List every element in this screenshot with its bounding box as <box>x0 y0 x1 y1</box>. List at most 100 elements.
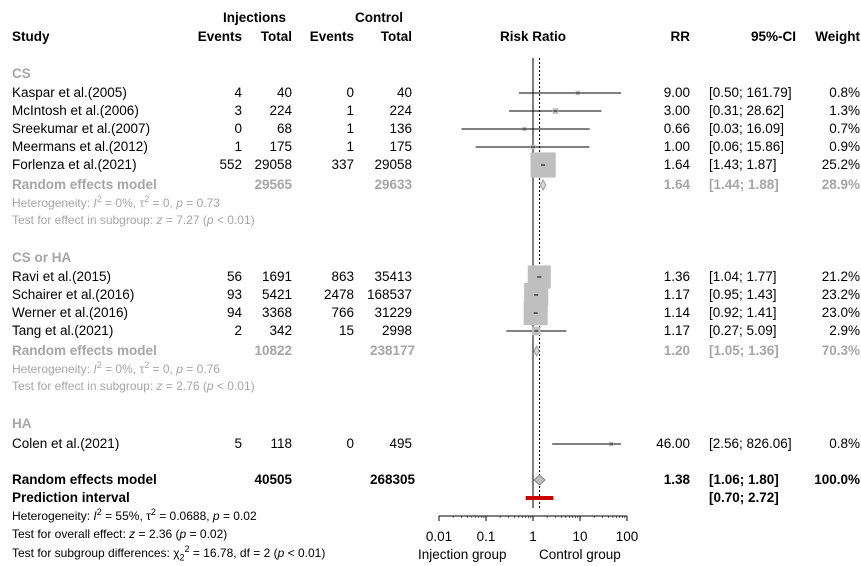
study-weight: 0.7% <box>829 121 860 136</box>
x-tick-label: 100 <box>615 529 639 544</box>
events-control: 1 <box>346 139 354 154</box>
study-ci: [0.06; 15.86] <box>709 139 785 154</box>
subgroup-re-weight: 28.9% <box>821 177 860 192</box>
x-tick-label: 10 <box>572 529 588 544</box>
study-rr: 46.00 <box>656 436 690 451</box>
events-control: 0 <box>346 85 354 100</box>
total-control: 168537 <box>366 287 412 302</box>
study-weight: 2.9% <box>829 323 860 338</box>
subgroup-diamond <box>539 179 547 191</box>
events-control: 1 <box>346 103 354 118</box>
study-ci: [0.92; 1.41] <box>709 305 777 320</box>
header-total-injections: Total <box>260 29 292 44</box>
header-events-control: Events <box>309 29 354 44</box>
total-injections: 5421 <box>261 287 292 302</box>
prediction-interval-label: Prediction interval <box>12 490 130 505</box>
events-control: 0 <box>346 436 354 451</box>
subgroup-differences-test: Test for subgroup differences: χ22 = 16.… <box>12 544 326 563</box>
subgroup-label: CS <box>12 66 31 81</box>
study-weight: 23.2% <box>821 287 860 302</box>
overall-re-label: Random effects model <box>12 472 157 487</box>
header-injections: Injections <box>223 10 287 25</box>
subgroup-heterogeneity: Heterogeneity: I2 = 0%, τ2 = 0, p = 0.73 <box>12 194 220 211</box>
events-injections: 56 <box>226 269 242 284</box>
study-rr: 3.00 <box>663 103 690 118</box>
overall-heterogeneity: Heterogeneity: I2 = 55%, τ2 = 0.0688, p … <box>12 507 257 524</box>
total-injections: 224 <box>269 103 292 118</box>
events-control: 766 <box>331 305 354 320</box>
study-rr: 0.66 <box>663 121 690 136</box>
study-ci: [1.04; 1.77] <box>709 269 777 284</box>
subgroup-re-ci: [1.05; 1.36] <box>709 343 779 358</box>
total-control: 495 <box>389 436 412 451</box>
total-control: 224 <box>389 103 412 118</box>
total-injections: 29058 <box>254 157 292 172</box>
subgroup-test: Test for effect in subgroup: z = 7.27 (p… <box>12 213 255 227</box>
study-rr: 1.00 <box>663 139 690 154</box>
subgroup-label: CS or HA <box>12 250 72 265</box>
study-name: Schairer et al.(2016) <box>12 287 135 302</box>
study-name: Meermans et al.(2012) <box>12 139 148 154</box>
total-control: 29058 <box>374 157 412 172</box>
header-total-control: Total <box>380 29 412 44</box>
study-ci: [0.50; 161.79] <box>709 85 792 100</box>
study-rr: 9.00 <box>663 85 690 100</box>
study-rr: 1.17 <box>663 287 690 302</box>
total-control: 40 <box>396 85 412 100</box>
overall-diamond <box>533 474 546 486</box>
study-weight: 0.9% <box>829 139 860 154</box>
total-injections: 1691 <box>261 269 292 284</box>
overall-weight: 100.0% <box>814 472 860 487</box>
header-events-injections: Events <box>197 29 242 44</box>
total-injections: 175 <box>269 139 292 154</box>
events-control: 15 <box>338 323 354 338</box>
header-rr: RR <box>670 29 691 44</box>
study-rr: 1.36 <box>663 269 690 284</box>
events-injections: 4 <box>234 85 242 100</box>
study-weight: 25.2% <box>821 157 860 172</box>
study-ci: [0.27; 5.09] <box>709 323 777 338</box>
header-risk-ratio: Risk Ratio <box>499 29 567 44</box>
events-control: 337 <box>331 157 354 172</box>
subgroup-re-total-control: 238177 <box>370 343 416 358</box>
subgroup-test: Test for effect in subgroup: z = 2.76 (p… <box>12 379 255 393</box>
study-ci: [0.31; 28.62] <box>709 103 785 118</box>
total-injections: 342 <box>269 323 292 338</box>
subgroup-re-total-injections: 29565 <box>254 177 292 192</box>
study-ci: [0.03; 16.09] <box>709 121 785 136</box>
events-injections: 5 <box>234 436 242 451</box>
study-weight: 0.8% <box>829 436 860 451</box>
header-control: Control <box>355 10 403 25</box>
header-study: Study <box>12 29 50 44</box>
total-injections: 40 <box>276 85 292 100</box>
study-rr: 1.64 <box>663 157 690 172</box>
x-tick-label: 0.1 <box>476 529 496 544</box>
events-injections: 552 <box>219 157 242 172</box>
overall-test: Test for overall effect: z = 2.36 (p = 0… <box>12 527 228 541</box>
study-ci: [2.56; 826.06] <box>709 436 792 451</box>
total-control: 175 <box>389 139 412 154</box>
subgroup-re-weight: 70.3% <box>821 343 860 358</box>
study-rr: 1.17 <box>663 323 690 338</box>
events-injections: 2 <box>234 323 242 338</box>
subgroup-re-rr: 1.64 <box>663 177 690 192</box>
events-control: 863 <box>331 269 354 284</box>
study-name: Colen et al.(2021) <box>12 436 120 451</box>
total-injections: 68 <box>276 121 292 136</box>
prediction-interval-ci: [0.70; 2.72] <box>709 490 779 505</box>
overall-total-injections: 40505 <box>254 472 292 487</box>
events-injections: 94 <box>226 305 242 320</box>
total-control: 35413 <box>374 269 412 284</box>
study-name: Forlenza et al.(2021) <box>12 157 137 172</box>
prediction-interval-bar <box>525 496 554 500</box>
x-tick-label: 1 <box>529 529 537 544</box>
events-control: 2478 <box>323 287 354 302</box>
total-control: 31229 <box>374 305 412 320</box>
study-name: Werner et al.(2016) <box>12 305 129 320</box>
overall-rr: 1.38 <box>663 472 690 487</box>
study-weight: 21.2% <box>821 269 860 284</box>
header-ci: 95%-CI <box>750 29 796 44</box>
subgroup-re-total-control: 29633 <box>374 177 412 192</box>
total-control: 136 <box>389 121 412 136</box>
subgroup-re-total-injections: 10822 <box>254 343 292 358</box>
